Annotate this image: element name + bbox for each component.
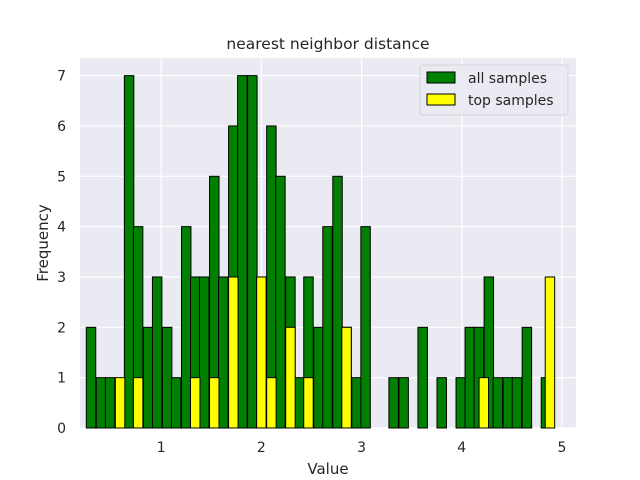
bar-top-samples: [544, 276, 556, 429]
bar-all-samples: [294, 377, 305, 429]
bar-top-samples: [256, 276, 267, 429]
legend-swatch-all-samples: [426, 71, 456, 84]
bar-all-samples: [218, 276, 229, 429]
bar-all-samples: [351, 377, 362, 429]
bar-all-samples: [360, 226, 371, 429]
bar-top-samples: [132, 377, 144, 429]
bar-all-samples: [151, 276, 163, 429]
bar-all-samples: [502, 377, 514, 429]
bar-top-samples: [266, 377, 277, 429]
bar-all-samples: [455, 377, 466, 429]
legend: all samples top samples: [419, 64, 569, 116]
bar-all-samples: [313, 326, 324, 429]
bar-top-samples: [478, 377, 490, 429]
bar-all-samples: [275, 175, 286, 429]
bar-all-samples: [95, 377, 107, 429]
bar-top-samples: [114, 377, 126, 429]
bar-all-samples: [492, 377, 504, 429]
bar-all-samples: [322, 226, 333, 429]
bar-top-samples: [228, 276, 239, 429]
bar-all-samples: [180, 226, 192, 429]
legend-box: [419, 64, 569, 116]
chart-title: nearest neighbor distance: [226, 35, 429, 53]
bar-all-samples: [161, 326, 173, 429]
y-tick-label: 5: [57, 169, 66, 185]
y-tick-labels: 0 1 2 3 4 5 6 7: [57, 69, 66, 437]
bar-all-samples: [123, 75, 135, 429]
x-tick-label: 2: [257, 440, 266, 456]
x-tick-label: 5: [558, 440, 567, 456]
bar-all-samples: [247, 75, 258, 429]
x-axis-label: Value: [307, 460, 348, 478]
bar-top-samples: [303, 377, 314, 429]
bar-all-samples: [237, 75, 248, 429]
bar-all-samples: [85, 326, 97, 429]
series-top-samples: [114, 276, 556, 429]
x-tick-label: 3: [357, 440, 366, 456]
bar-all-samples: [388, 377, 399, 429]
bar-all-samples: [436, 377, 447, 429]
bar-all-samples: [104, 377, 116, 429]
bar-all-samples: [417, 326, 428, 429]
y-axis-label: Frequency: [34, 204, 52, 282]
x-tick-labels: 1 2 3 4 5: [157, 440, 567, 456]
legend-label-all-samples: all samples: [468, 71, 547, 87]
y-tick-label: 2: [57, 320, 66, 336]
bar-top-samples: [209, 377, 220, 429]
bar-all-samples: [464, 326, 476, 429]
y-tick-label: 6: [57, 119, 66, 135]
y-tick-label: 7: [57, 69, 66, 85]
x-tick-label: 1: [157, 440, 166, 456]
y-tick-label: 3: [57, 270, 66, 286]
bar-all-samples: [332, 175, 343, 429]
bar-top-samples: [341, 326, 352, 429]
y-tick-label: 1: [57, 371, 66, 387]
bar-all-samples: [511, 377, 523, 429]
bar-all-samples: [398, 377, 409, 429]
bar-all-samples: [199, 276, 210, 429]
x-tick-label: 4: [457, 440, 466, 456]
y-tick-label: 0: [57, 421, 66, 437]
y-tick-label: 4: [57, 220, 66, 236]
legend-swatch-top-samples: [426, 93, 456, 106]
bar-top-samples: [190, 377, 201, 429]
bar-all-samples: [142, 326, 154, 429]
legend-label-top-samples: top samples: [468, 93, 554, 109]
bar-all-samples: [521, 326, 533, 429]
bar-top-samples: [285, 326, 296, 429]
bar-all-samples: [170, 377, 182, 429]
